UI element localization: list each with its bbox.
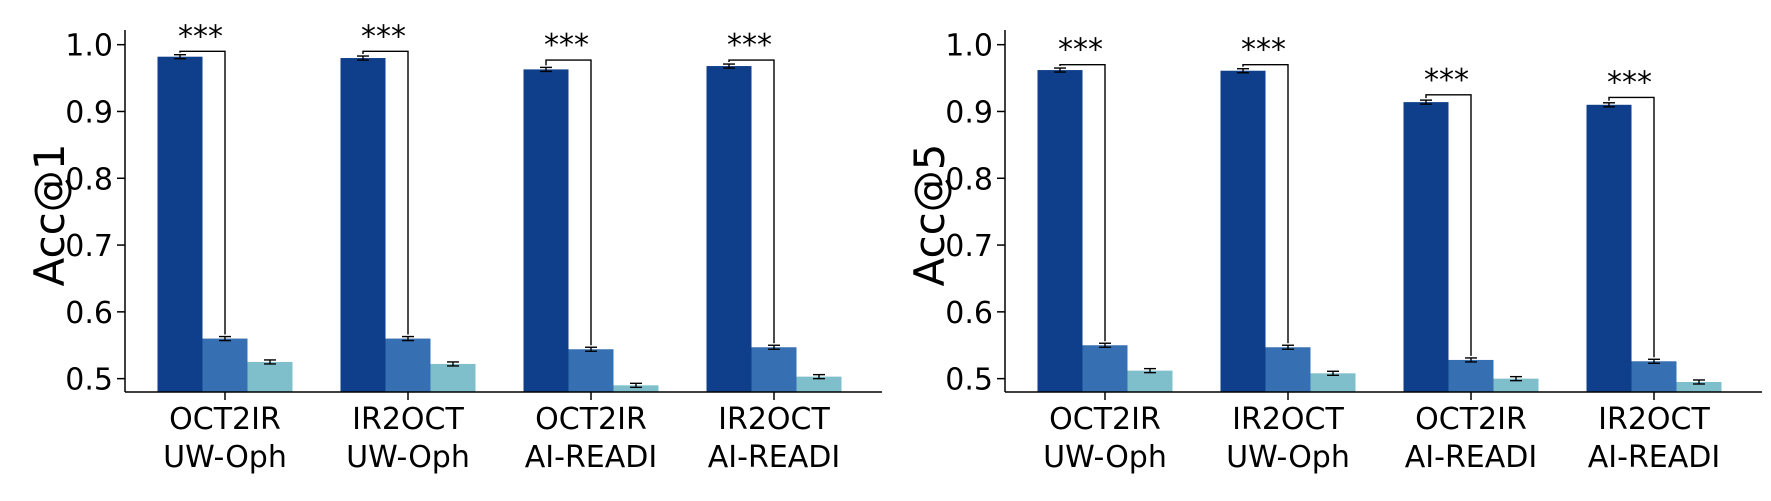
bar-1-cat1-series1 xyxy=(157,56,203,393)
significance-bracket xyxy=(1425,94,1472,356)
significance-bracket xyxy=(728,59,775,344)
bar-2-cat3-series1 xyxy=(1403,102,1449,392)
bar-2-cat3-series3 xyxy=(1493,378,1539,392)
bar-2-cat3-series2 xyxy=(1448,359,1494,392)
x-tick-label: IR2OCT xyxy=(1232,402,1344,437)
significance-label: *** xyxy=(1424,63,1469,98)
bar-2-cat4-series3 xyxy=(1676,381,1722,392)
bar-1-cat2-series3 xyxy=(430,363,476,392)
bar-2-cat4-series2 xyxy=(1631,361,1677,392)
significance-bracket xyxy=(545,59,592,346)
bar-1-cat4-series1 xyxy=(706,66,752,393)
bar-1-cat4-series3 xyxy=(796,376,842,392)
bar-2-cat1-series2 xyxy=(1082,345,1128,392)
significance-bracket xyxy=(1242,64,1289,344)
bar-2-cat2-series3 xyxy=(1310,373,1356,392)
significance-label: *** xyxy=(544,28,589,63)
bar-1-cat3-series2 xyxy=(568,349,614,392)
bar-2-cat2-series1 xyxy=(1220,70,1266,392)
significance-bracket xyxy=(179,50,226,335)
bar-1-cat2-series2 xyxy=(385,338,431,392)
y-tick-label: 1.0 xyxy=(945,29,993,64)
bar-1-cat2-series1 xyxy=(340,58,386,393)
x-tick-label: OCT2IR xyxy=(535,402,647,437)
y-tick-label: 1.0 xyxy=(65,29,113,64)
x-tick-label: OCT2IR xyxy=(1049,402,1161,437)
x-tick-label: UW-Oph xyxy=(163,440,287,475)
y-tick-label: 0.9 xyxy=(65,95,113,130)
x-tick-label: IR2OCT xyxy=(718,402,830,437)
bar-1-cat3-series3 xyxy=(613,385,659,392)
significance-label: *** xyxy=(727,28,772,63)
significance-label: *** xyxy=(1607,65,1652,100)
y-tick-label: 0.5 xyxy=(65,363,113,398)
significance-bracket xyxy=(1608,96,1655,358)
y-tick-label: 0.8 xyxy=(65,162,113,197)
y-tick-label: 0.7 xyxy=(945,229,993,264)
bar-2-cat1-series1 xyxy=(1037,70,1083,393)
x-tick-label: UW-Oph xyxy=(1226,440,1350,475)
bar-2-cat2-series2 xyxy=(1265,347,1311,392)
y-tick-label: 0.9 xyxy=(945,95,993,130)
bar-1-cat3-series1 xyxy=(523,69,569,392)
x-tick-label: OCT2IR xyxy=(1415,402,1527,437)
bar-1-cat4-series2 xyxy=(751,347,797,392)
bar-1-cat1-series3 xyxy=(247,361,293,392)
x-tick-label: IR2OCT xyxy=(1598,402,1710,437)
significance-label: *** xyxy=(1241,33,1286,68)
significance-label: *** xyxy=(361,19,406,54)
x-tick-label: AI-READI xyxy=(1405,440,1537,475)
y-tick-label: 0.7 xyxy=(65,229,113,264)
significance-bracket xyxy=(362,50,409,335)
bar-2-cat1-series3 xyxy=(1127,370,1173,392)
y-axis-title: Acc@5 xyxy=(905,144,954,287)
x-tick-label: UW-Oph xyxy=(1043,440,1167,475)
bar-1-cat1-series2 xyxy=(202,338,248,392)
y-tick-label: 0.8 xyxy=(945,162,993,197)
bar-2-cat4-series1 xyxy=(1586,104,1632,392)
y-axis-title: Acc@1 xyxy=(25,144,74,287)
y-tick-label: 0.6 xyxy=(945,296,993,331)
x-tick-label: AI-READI xyxy=(708,440,840,475)
x-tick-label: AI-READI xyxy=(525,440,657,475)
significance-label: *** xyxy=(1058,33,1103,68)
x-tick-label: UW-Oph xyxy=(346,440,470,475)
y-tick-label: 0.5 xyxy=(945,363,993,398)
significance-label: *** xyxy=(178,19,223,54)
x-tick-label: OCT2IR xyxy=(169,402,281,437)
x-tick-label: IR2OCT xyxy=(352,402,464,437)
significance-bracket xyxy=(1059,64,1106,342)
y-tick-label: 0.6 xyxy=(65,296,113,331)
x-tick-label: AI-READI xyxy=(1588,440,1720,475)
